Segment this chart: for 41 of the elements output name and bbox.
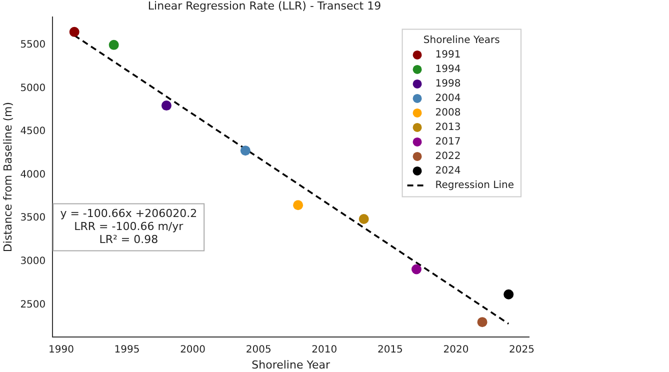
y-tick-label: 4500 <box>20 126 46 138</box>
point <box>358 214 369 224</box>
point <box>293 200 304 210</box>
x-tick-label: 2020 <box>443 344 469 356</box>
chart-title: Linear Regression Rate (LLR) - Transect 19 <box>148 0 382 12</box>
legend-label: 2022 <box>435 151 461 162</box>
y-tick-label: 5500 <box>20 40 46 51</box>
x-tick-label: 2005 <box>246 344 272 356</box>
point <box>108 40 119 50</box>
y-tick-label: 5000 <box>20 82 46 94</box>
annotation: y = -100.66x +206020.2 <box>60 207 198 220</box>
x-tick-label: 2000 <box>180 344 206 356</box>
point <box>69 26 80 37</box>
legend-label: 2017 <box>435 136 461 148</box>
legend-label: 1998 <box>435 78 461 90</box>
legend-label: 1994 <box>435 64 461 76</box>
legend-label: 2013 <box>435 122 461 134</box>
legend-label: Regression Line <box>435 180 514 192</box>
point <box>161 100 172 111</box>
legend-label: 1991 <box>435 50 461 61</box>
y-axis-title: Distance from Baseline (m) <box>1 102 14 252</box>
x-tick-label: 2015 <box>377 344 403 356</box>
annotation: LRR = -100.66 m/yr <box>74 220 184 234</box>
point <box>240 146 250 156</box>
legend-label: 2004 <box>435 93 461 104</box>
legend-label: 2024 <box>435 166 461 177</box>
point <box>477 317 488 328</box>
x-tick-label: 2010 <box>312 344 338 356</box>
x-tick-label: 1990 <box>48 344 74 356</box>
x-tick-label: 2025 <box>509 344 534 356</box>
x-tick-label: 1995 <box>114 344 140 356</box>
y-tick-label: 4000 <box>20 169 46 180</box>
annotation: LR² = 0.98 <box>99 233 158 246</box>
point <box>411 264 422 274</box>
legend-title: Shoreline Years <box>423 35 500 46</box>
y-tick-label: 2500 <box>20 299 46 310</box>
legend-label: 2008 <box>435 108 461 119</box>
y-tick-label: 3500 <box>20 212 46 224</box>
y-tick-label: 3000 <box>20 256 46 268</box>
point <box>504 289 514 300</box>
x-axis-title: Shoreline Year <box>252 358 330 372</box>
